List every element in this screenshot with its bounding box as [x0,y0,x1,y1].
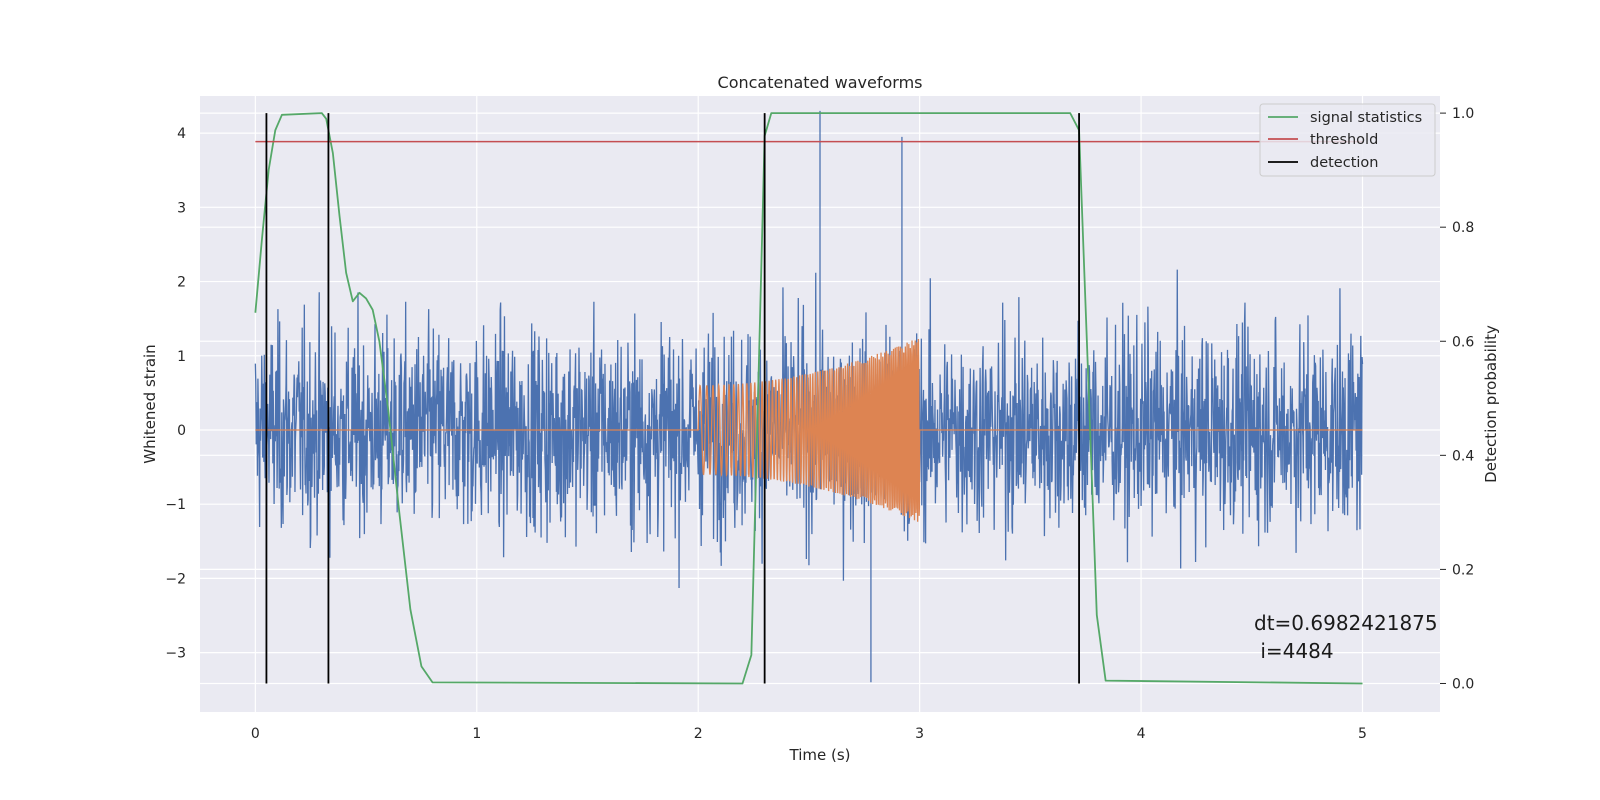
chirp-series [255,338,1363,522]
y-right-tick-label: 0.6 [1452,334,1474,350]
y-right-axis-ticks: 0.0 0.2 0.4 0.6 0.8 1.0 [1440,106,1474,692]
annotation-index: i=4484 [1254,639,1334,663]
signal-statistics-line [254,112,1363,685]
signal-statistics-series [254,112,1363,685]
detection-series [265,113,1080,684]
y-left-tick-label: −3 [165,646,186,662]
legend: signal statistics threshold detection [1259,103,1436,177]
chart-title: Concatenated waveforms [718,73,923,92]
y-left-axis-ticks: −3 −2 −1 0 1 2 3 4 [165,126,186,662]
y-left-tick-label: 1 [177,349,186,365]
y-right-tick-label: 0.8 [1452,220,1474,236]
chirp-line [255,338,1363,522]
y-left-tick-label: −1 [165,497,186,513]
y-left-tick-label: −2 [165,571,186,587]
y-left-tick-label: 4 [177,126,186,142]
y-right-tick-label: 1.0 [1452,106,1474,122]
legend-label-signal-statistics: signal statistics [1310,110,1422,126]
x-tick-label: 5 [1358,726,1367,742]
y-left-tick-label: 3 [177,200,186,216]
y-left-tick-label: 2 [177,275,186,291]
noise-line [254,110,1364,683]
x-axis-label: Time (s) [789,746,851,764]
y-right-tick-label: 0.4 [1452,448,1474,464]
y-right-axis-label: Detection probability [1482,325,1500,483]
x-tick-label: 0 [251,726,260,742]
legend-label-detection: detection [1310,155,1378,171]
x-tick-label: 3 [915,726,924,742]
x-tick-label: 4 [1137,726,1146,742]
y-left-axis-label: Whitened strain [141,344,159,463]
x-axis-ticks: 0 1 2 3 4 5 [251,726,1367,742]
y-left-tick-label: 0 [177,423,186,439]
y-right-tick-label: 0.2 [1452,562,1474,578]
annotation-dt: dt=0.6982421875 [1254,611,1438,635]
y-right-tick-label: 0.0 [1452,676,1474,692]
legend-label-threshold: threshold [1310,132,1378,148]
x-tick-label: 2 [694,726,703,742]
noise-series [254,110,1364,683]
legend-box [1259,103,1436,177]
x-tick-label: 1 [472,726,481,742]
